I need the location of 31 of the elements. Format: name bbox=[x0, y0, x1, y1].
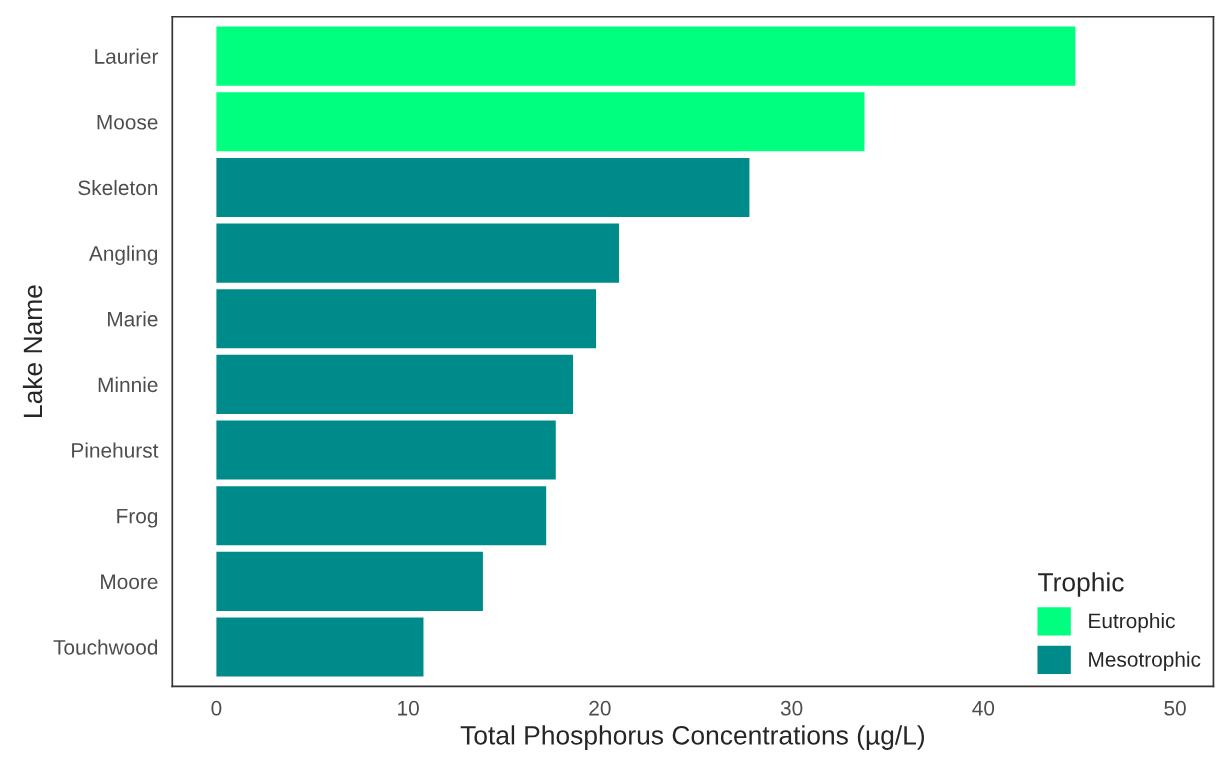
bar bbox=[216, 26, 1076, 86]
bar bbox=[216, 354, 574, 414]
x-axis-title: Total Phosphorus Concentrations (µg/L) bbox=[460, 725, 925, 750]
x-tick-label: 20 bbox=[589, 700, 611, 716]
y-tick-label: Moose bbox=[97, 115, 158, 130]
legend-title: Trophic bbox=[1038, 572, 1124, 597]
y-axis-title: Lake Name bbox=[22, 285, 43, 417]
bar bbox=[216, 486, 547, 546]
y-tick-label: Touchwood bbox=[53, 639, 158, 655]
bar bbox=[216, 289, 597, 349]
bar bbox=[216, 617, 424, 677]
y-tick-label: Laurier bbox=[95, 48, 159, 64]
y-tick-label: Minnie bbox=[98, 376, 158, 393]
x-tick-label: 10 bbox=[398, 700, 419, 716]
legend-label: Mesotrophic bbox=[1089, 651, 1201, 671]
bar bbox=[216, 223, 620, 283]
x-tick-label: 0 bbox=[211, 700, 222, 716]
y-tick-label: Marie bbox=[108, 311, 158, 327]
bar bbox=[216, 92, 865, 152]
legend-label: Eutrophic bbox=[1089, 612, 1175, 633]
x-tick-label: 40 bbox=[972, 700, 995, 716]
y-tick-label: Pinehurst bbox=[72, 442, 159, 458]
bar bbox=[216, 551, 483, 611]
y-tick-label: Skeleton bbox=[78, 179, 158, 196]
x-tick-label: 30 bbox=[780, 700, 803, 716]
y-tick-label: Moore bbox=[101, 574, 158, 590]
x-tick-label: 50 bbox=[1164, 700, 1186, 716]
bar bbox=[216, 157, 750, 217]
y-tick-label: Angling bbox=[88, 245, 158, 265]
bar bbox=[216, 420, 556, 480]
y-tick-label: Frog bbox=[117, 508, 158, 528]
